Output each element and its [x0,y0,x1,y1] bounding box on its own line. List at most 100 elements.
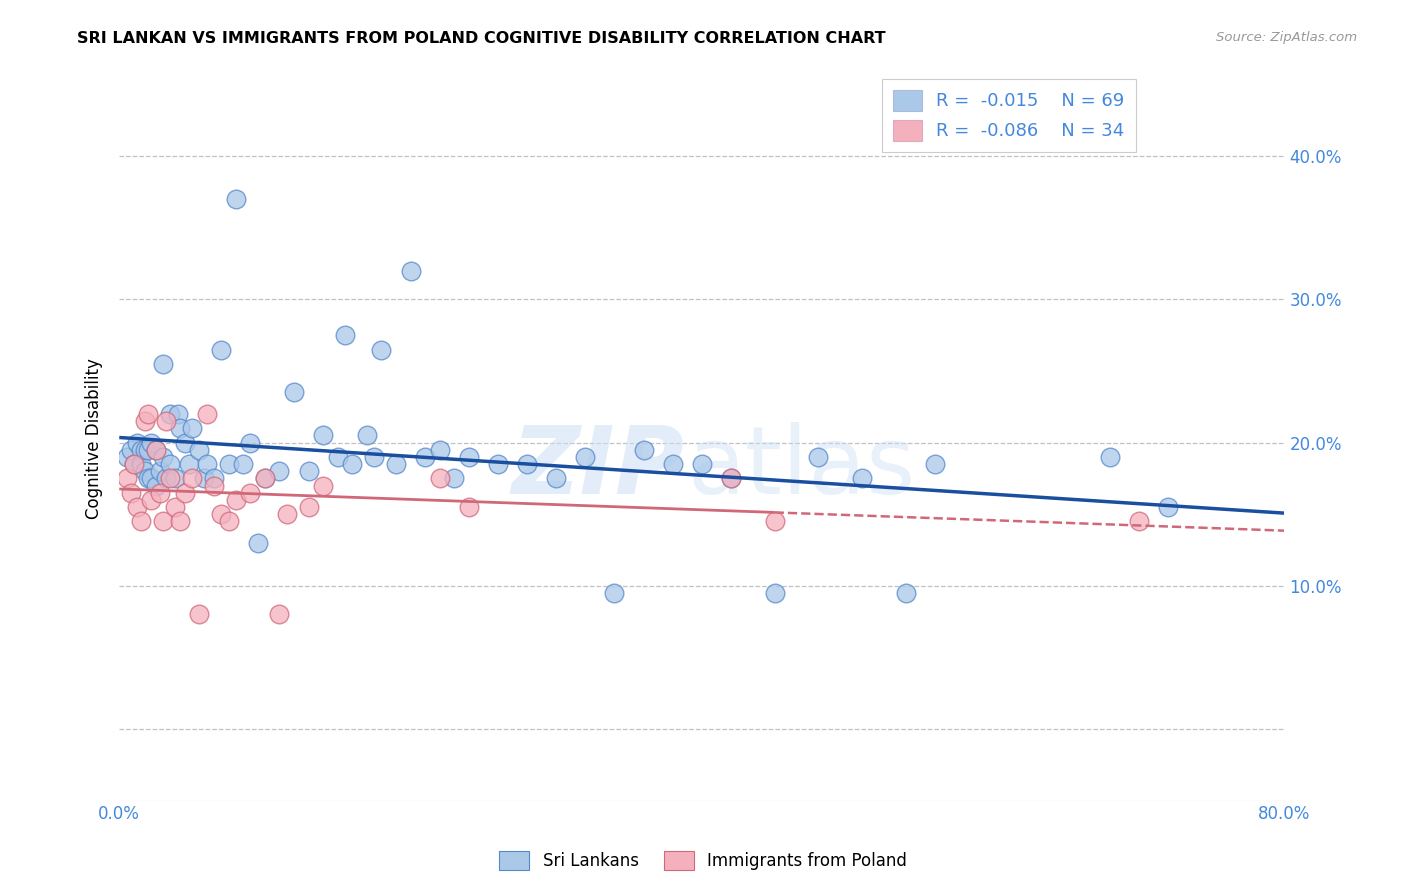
Point [385,457,408,471]
Point [179,457,201,471]
Point [181,471,204,485]
Point [173,485,195,500]
Point [152,450,174,464]
Point [283,385,305,400]
Point [129,457,152,471]
Point [195,407,218,421]
Point [152,514,174,528]
Point [202,471,225,485]
Point [145,478,167,492]
Point [603,586,626,600]
Point [141,435,163,450]
Point [209,343,232,357]
Point [253,471,276,485]
Point [155,471,177,485]
Point [155,414,177,428]
Point [363,450,385,464]
Point [149,464,172,478]
Point [145,442,167,457]
Point [633,442,655,457]
Point [574,450,596,464]
Point [225,492,247,507]
Point [246,536,269,550]
Point [173,435,195,450]
Point [134,442,156,457]
Text: atlas: atlas [688,422,917,514]
Point [163,471,186,485]
Point [312,478,335,492]
Point [122,457,145,471]
Point [443,471,465,485]
Point [1157,500,1180,514]
Point [120,485,142,500]
Point [193,471,215,485]
Point [516,457,538,471]
Point [333,328,356,343]
Point [225,192,247,206]
Point [159,457,181,471]
Point [169,421,191,435]
Point [169,514,191,528]
Point [297,500,319,514]
Point [129,514,152,528]
Point [457,450,479,464]
Point [195,457,218,471]
Point [145,442,167,457]
Point [720,471,742,485]
Point [218,457,240,471]
Point [486,457,509,471]
Point [115,450,138,464]
Point [166,407,188,421]
Point [163,500,186,514]
Point [413,450,436,464]
Point [134,464,156,478]
Point [188,442,211,457]
Point [141,471,163,485]
Text: SRI LANKAN VS IMMIGRANTS FROM POLAND COGNITIVE DISABILITY CORRELATION CHART: SRI LANKAN VS IMMIGRANTS FROM POLAND COG… [77,31,886,46]
Point [690,457,713,471]
Point [149,485,172,500]
Point [181,421,204,435]
Point [720,471,742,485]
Point [122,457,145,471]
Point [138,471,160,485]
Point [188,607,211,622]
Point [807,450,830,464]
Point [851,471,873,485]
Point [763,514,786,528]
Point [125,435,148,450]
Legend: Sri Lankans, Immigrants from Poland: Sri Lankans, Immigrants from Poland [492,844,914,877]
Point [138,407,160,421]
Point [342,457,364,471]
Point [763,586,786,600]
Text: ZIP: ZIP [512,422,685,514]
Point [326,450,349,464]
Point [1128,514,1150,528]
Point [312,428,335,442]
Point [276,507,298,521]
Point [218,514,240,528]
Point [253,471,276,485]
Text: Source: ZipAtlas.com: Source: ZipAtlas.com [1216,31,1357,45]
Point [202,478,225,492]
Point [399,264,422,278]
Point [661,457,683,471]
Point [134,414,156,428]
Point [239,435,262,450]
Point [297,464,319,478]
Point [141,492,163,507]
Point [429,471,451,485]
Point [1098,450,1121,464]
Point [924,457,946,471]
Y-axis label: Cognitive Disability: Cognitive Disability [86,359,103,519]
Point [129,442,152,457]
Point [232,457,254,471]
Point [159,471,181,485]
Point [138,442,160,457]
Point [120,442,142,457]
Point [370,343,392,357]
Point [239,485,262,500]
Point [115,471,138,485]
Point [269,607,291,622]
Point [894,586,917,600]
